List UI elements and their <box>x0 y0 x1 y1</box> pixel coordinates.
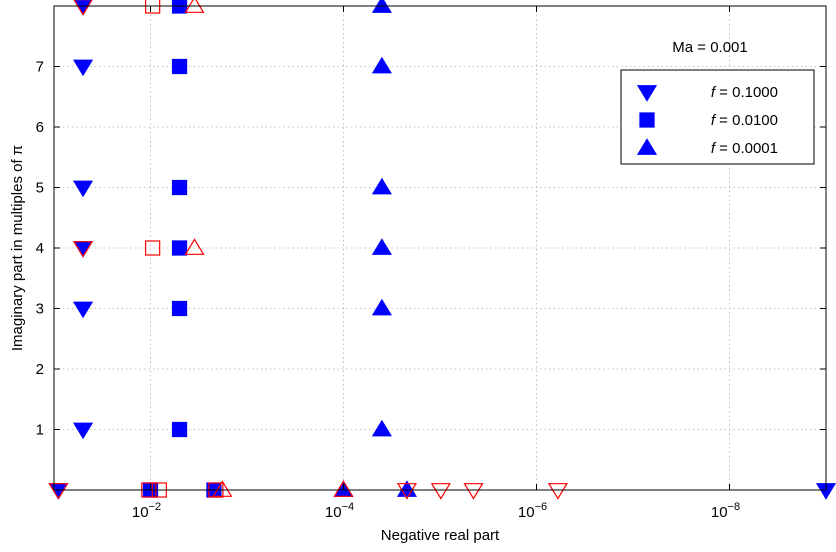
filled-triangle-up-point <box>371 298 392 316</box>
open-triangle-down-point <box>430 483 451 500</box>
y-tick-label: 4 <box>36 240 44 257</box>
filled-triangle-up-point <box>371 177 392 195</box>
filled-triangle-up-point <box>371 419 392 437</box>
legend-triangle-down-marker <box>636 85 658 102</box>
open-triangle-down-point <box>396 483 418 500</box>
open-triangle-up-point <box>184 238 205 255</box>
y-tick-label: 6 <box>36 119 44 136</box>
y-tick-label: 3 <box>36 301 44 318</box>
open-triangle-down-point <box>463 483 484 500</box>
filled-triangle-down-point <box>72 422 94 440</box>
filled-triangle-up-point <box>371 56 392 74</box>
open-triangle-down-point <box>547 483 568 500</box>
legend-entry-label: f = 0.0001 <box>711 140 778 157</box>
legend-entry-label: f = 0.0100 <box>711 112 778 129</box>
x-tick-label: 10−8 <box>711 501 740 521</box>
legend-square-marker <box>639 112 655 128</box>
x-tick-label: 10−6 <box>518 501 547 521</box>
filled-triangle-down-point <box>72 59 94 77</box>
y-tick-label: 1 <box>36 422 44 439</box>
y-tick-label: 5 <box>36 180 44 197</box>
filled-triangle-down-point <box>72 180 94 198</box>
y-tick-label: 7 <box>36 59 44 76</box>
legend-triangle-up-marker <box>636 138 658 155</box>
filled-square-point <box>171 0 188 14</box>
open-triangle-down-point <box>72 241 94 258</box>
open-triangle-down-point <box>48 483 69 500</box>
ma-annotation: Ma = 0.001 <box>672 39 747 56</box>
filled-triangle-down-point <box>72 301 94 319</box>
x-axis-label: Negative real part <box>381 527 500 544</box>
marker-layer <box>48 0 836 500</box>
filled-square-point <box>171 179 188 196</box>
legend-entry-label: f = 0.1000 <box>711 84 778 101</box>
legend: f = 0.1000 f = 0.0100 f = 0.0001 <box>620 69 815 165</box>
x-tick-label: 10−2 <box>132 501 161 521</box>
y-axis-label: Imaginary part in multiples of π <box>9 145 26 351</box>
open-triangle-up-point <box>333 480 354 497</box>
filled-square-point <box>171 58 188 75</box>
filled-square-point <box>171 421 188 438</box>
y-tick-label: 2 <box>36 361 44 378</box>
filled-square-point <box>171 240 188 256</box>
tick-layer: 10−2 10−4 10−6 10−8 1 2 3 4 5 6 7 <box>36 6 826 521</box>
open-square-point <box>145 240 161 256</box>
open-triangle-up-point <box>212 480 233 497</box>
filled-triangle-up-point <box>371 238 392 255</box>
filled-triangle-up-point <box>396 480 418 497</box>
open-triangle-up-point <box>184 0 205 13</box>
open-triangle-down-point <box>73 0 93 16</box>
x-tick-label: 10−4 <box>325 501 354 521</box>
filled-square-point <box>171 300 188 317</box>
